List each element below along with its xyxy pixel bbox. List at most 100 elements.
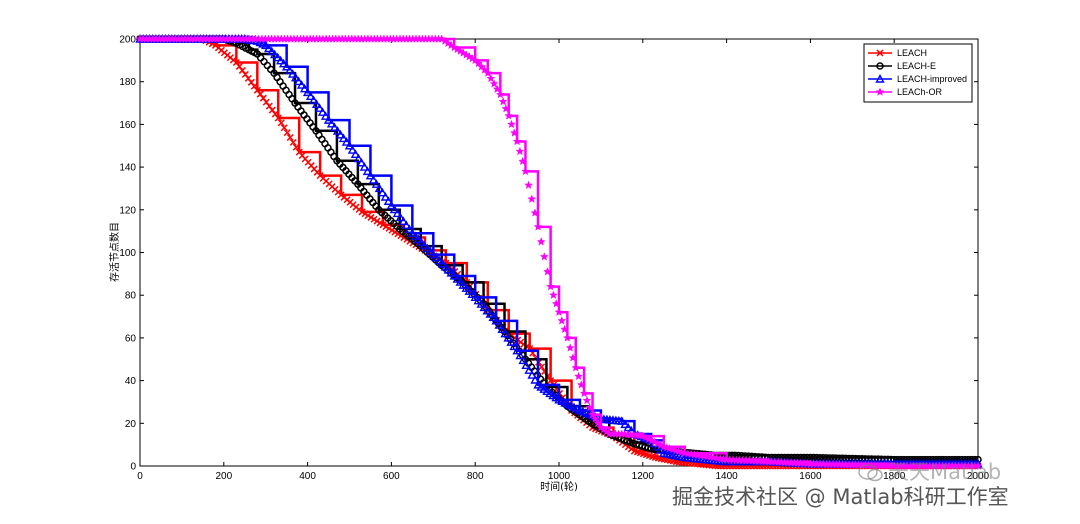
data-point	[398, 216, 409, 226]
y-tick-label: 160	[119, 120, 136, 131]
data-point	[507, 119, 516, 129]
data-point	[489, 79, 499, 88]
data-point	[323, 115, 334, 124]
data-point	[446, 267, 456, 277]
data-point	[274, 114, 282, 122]
x-tick-label: 200	[215, 471, 232, 482]
data-point	[353, 153, 364, 163]
data-point	[546, 282, 556, 291]
data-point	[335, 129, 346, 139]
data-point	[521, 360, 531, 370]
data-point	[512, 136, 522, 146]
data-point	[410, 231, 421, 241]
data-point	[292, 143, 300, 151]
data-point	[539, 252, 549, 261]
data-point	[568, 353, 578, 362]
data-point	[533, 222, 543, 231]
data-point	[404, 224, 415, 234]
data-point	[329, 122, 340, 132]
data-point	[286, 133, 294, 142]
data-point	[332, 126, 343, 135]
data-point	[524, 365, 534, 374]
y-axis-label: 存活节点数目	[108, 222, 121, 282]
x-tick-label: 600	[383, 471, 400, 482]
data-point	[617, 416, 627, 425]
data-point	[548, 290, 558, 299]
data-point	[876, 49, 884, 57]
y-tick-label: 60	[125, 333, 137, 344]
data-point	[289, 138, 297, 146]
y-tick-label: 100	[119, 248, 136, 259]
data-point	[287, 69, 298, 78]
data-point	[495, 89, 505, 99]
data-point	[530, 375, 540, 384]
data-point	[272, 52, 283, 62]
data-point	[579, 388, 589, 398]
data-point	[280, 124, 288, 132]
legend-entry: LEACH	[868, 48, 927, 58]
axis-ticks: 0 200 400 600 800 1000 1200 1400 1600 1800 2000 0 20…	[119, 35, 989, 483]
data-point	[431, 252, 441, 262]
data-point	[344, 140, 355, 150]
data-point	[538, 363, 546, 371]
legend-entry: LEACh-OR	[868, 87, 943, 97]
data-point	[560, 324, 570, 334]
data-point	[264, 43, 274, 53]
data-point	[521, 166, 530, 176]
data-point	[875, 87, 885, 96]
watermark-line1: 天天Matlab	[888, 460, 1002, 484]
data-point	[311, 99, 322, 108]
data-point	[270, 49, 280, 59]
legend-label: LEACH-E	[897, 61, 936, 71]
y-tick-label: 140	[119, 163, 136, 174]
data-point	[551, 298, 561, 308]
data-point	[283, 129, 291, 137]
y-tick-label: 200	[119, 35, 136, 46]
data-point	[347, 145, 358, 154]
legend-entry: LEACH-E	[868, 61, 936, 71]
series-line	[140, 37, 978, 468]
legend-label: LEACH	[897, 48, 927, 58]
data-point	[434, 255, 444, 265]
data-point	[368, 174, 379, 184]
data-point	[401, 220, 412, 230]
data-point	[543, 267, 552, 276]
data-point	[497, 324, 507, 334]
data-point	[590, 414, 600, 423]
legend-label: LEACH-improved	[897, 74, 967, 84]
data-point	[392, 208, 403, 218]
x-axis-label: 时间(轮)	[540, 480, 578, 493]
data-point	[290, 72, 301, 82]
data-point	[308, 95, 319, 105]
data-point	[419, 240, 429, 250]
watermark-bottom: 掘金技术社区 @ Matlab科研工作室	[672, 485, 1009, 509]
data-point	[565, 343, 575, 352]
data-point	[422, 243, 432, 253]
data-point	[506, 337, 516, 346]
x-tick-label: 2000	[967, 471, 990, 482]
data-point	[281, 61, 292, 71]
data-point	[356, 157, 367, 167]
data-point	[305, 91, 316, 101]
data-point	[620, 419, 630, 429]
y-tick-label: 20	[125, 419, 137, 430]
data-point	[326, 118, 337, 128]
series-layer	[135, 34, 983, 470]
data-point	[655, 445, 666, 454]
data-point	[503, 332, 513, 342]
data-point	[365, 170, 376, 180]
data-point	[277, 119, 285, 127]
y-tick-label: 120	[119, 205, 136, 216]
data-point	[483, 68, 493, 77]
data-point	[296, 80, 307, 89]
data-point	[492, 84, 502, 93]
data-point	[491, 315, 501, 325]
data-point	[416, 237, 427, 247]
data-point	[293, 76, 304, 86]
data-point	[377, 187, 388, 197]
data-point	[359, 162, 370, 171]
data-point	[585, 402, 595, 412]
data-point	[302, 87, 313, 97]
data-point	[350, 149, 361, 158]
